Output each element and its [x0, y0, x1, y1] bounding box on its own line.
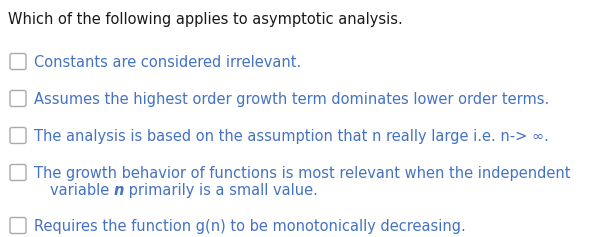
Text: Constants are considered irrelevant.: Constants are considered irrelevant. — [34, 55, 301, 70]
Text: The growth behavior of functions is most relevant when the independent: The growth behavior of functions is most… — [34, 166, 570, 181]
Text: variable: variable — [50, 183, 114, 198]
Text: primarily is a small value.: primarily is a small value. — [124, 183, 318, 198]
Text: The analysis is based on the assumption that n really large i.e. n-> ∞.: The analysis is based on the assumption … — [34, 129, 549, 144]
FancyBboxPatch shape — [10, 218, 26, 233]
Text: Which of the following applies to asymptotic analysis.: Which of the following applies to asympt… — [8, 12, 403, 27]
FancyBboxPatch shape — [10, 54, 26, 69]
Text: Assumes the highest order growth term dominates lower order terms.: Assumes the highest order growth term do… — [34, 92, 549, 107]
FancyBboxPatch shape — [10, 91, 26, 106]
FancyBboxPatch shape — [10, 128, 26, 143]
Text: n: n — [114, 183, 124, 198]
FancyBboxPatch shape — [10, 164, 26, 181]
Text: Requires the function g(n) to be monotonically decreasing.: Requires the function g(n) to be monoton… — [34, 219, 466, 234]
